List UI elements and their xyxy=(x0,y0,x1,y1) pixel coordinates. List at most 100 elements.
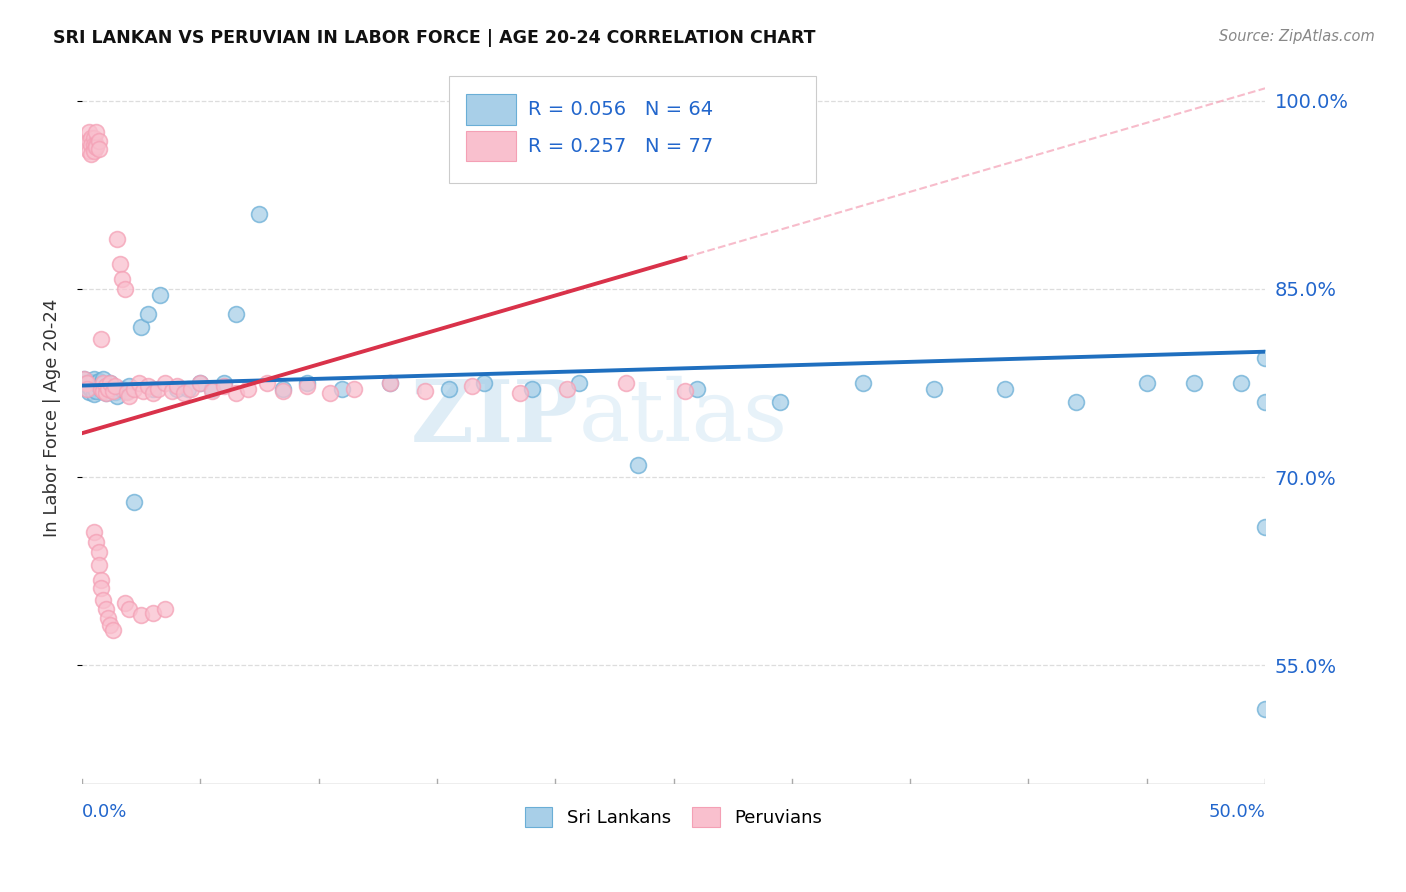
Point xyxy=(118,378,141,392)
Point xyxy=(90,382,112,396)
Point xyxy=(114,596,136,610)
Point xyxy=(118,602,141,616)
Text: ZIP: ZIP xyxy=(411,376,579,459)
Point xyxy=(94,378,117,392)
Point xyxy=(91,384,114,398)
Point xyxy=(122,495,145,509)
Point xyxy=(173,386,195,401)
Point xyxy=(136,307,159,321)
Point xyxy=(673,384,696,398)
Point xyxy=(77,144,100,158)
Point xyxy=(83,137,105,152)
Point xyxy=(343,382,366,396)
Point xyxy=(91,372,114,386)
Point xyxy=(104,378,127,392)
Point xyxy=(111,382,134,396)
Point xyxy=(769,395,792,409)
Point xyxy=(104,384,127,399)
FancyBboxPatch shape xyxy=(467,130,516,161)
Point xyxy=(84,125,107,139)
Point xyxy=(153,602,176,616)
Point xyxy=(472,376,495,390)
Point xyxy=(1064,395,1087,409)
Point xyxy=(555,382,578,396)
Point xyxy=(188,376,211,390)
Point xyxy=(101,623,124,637)
Point xyxy=(627,458,650,472)
Point xyxy=(295,378,318,392)
Point xyxy=(98,376,121,390)
Point xyxy=(994,382,1017,396)
Text: 50.0%: 50.0% xyxy=(1208,803,1265,821)
Point xyxy=(91,376,114,390)
Point xyxy=(201,382,224,396)
Point xyxy=(437,382,460,396)
Point xyxy=(225,386,247,401)
Point xyxy=(118,389,141,403)
Point xyxy=(76,382,98,396)
Point xyxy=(295,376,318,390)
Point xyxy=(94,602,117,616)
Point xyxy=(107,232,129,246)
Point xyxy=(77,384,100,399)
Point xyxy=(177,382,200,396)
Point xyxy=(142,382,165,396)
Point xyxy=(114,282,136,296)
Point xyxy=(94,386,117,401)
Point xyxy=(249,207,271,221)
Text: R = 0.056   N = 64: R = 0.056 N = 64 xyxy=(529,100,713,119)
Point xyxy=(94,386,117,401)
Point xyxy=(76,382,98,396)
Point xyxy=(378,376,401,390)
Point xyxy=(115,384,138,399)
Point xyxy=(413,384,436,398)
Point xyxy=(225,307,247,321)
Point xyxy=(83,372,105,386)
Point xyxy=(319,386,342,401)
Point xyxy=(76,376,98,390)
Point xyxy=(76,376,98,390)
Point xyxy=(212,378,235,392)
Point xyxy=(330,382,353,396)
Point xyxy=(87,374,110,388)
Point xyxy=(80,146,103,161)
Point xyxy=(97,382,120,396)
Point xyxy=(129,608,152,623)
Point xyxy=(84,384,107,398)
Point xyxy=(520,382,543,396)
Point xyxy=(97,610,120,624)
Point xyxy=(73,372,96,386)
Text: R = 0.257   N = 77: R = 0.257 N = 77 xyxy=(529,136,713,155)
Point xyxy=(80,377,103,392)
Point xyxy=(852,376,875,390)
Point xyxy=(87,134,110,148)
Point xyxy=(83,144,105,158)
Point xyxy=(90,332,112,346)
Point xyxy=(115,384,138,398)
Text: 0.0%: 0.0% xyxy=(82,803,128,821)
Point xyxy=(87,378,110,392)
Text: atlas: atlas xyxy=(579,376,787,459)
Point xyxy=(111,272,134,286)
Text: Source: ZipAtlas.com: Source: ZipAtlas.com xyxy=(1219,29,1375,44)
Point xyxy=(686,382,709,396)
Point xyxy=(160,384,183,398)
Point xyxy=(94,378,117,392)
Point xyxy=(1182,376,1205,390)
Point xyxy=(80,137,103,152)
Point xyxy=(1254,351,1277,365)
Point xyxy=(166,382,188,396)
Point xyxy=(378,376,401,390)
Point xyxy=(256,376,278,390)
Point xyxy=(142,606,165,620)
Point xyxy=(98,376,121,390)
Point xyxy=(90,382,112,396)
Point xyxy=(1136,376,1159,390)
Point xyxy=(90,573,112,587)
Point xyxy=(1254,702,1277,716)
Point xyxy=(271,382,294,396)
Point xyxy=(84,376,107,390)
Point xyxy=(153,376,176,390)
Point xyxy=(87,558,110,572)
Point xyxy=(180,382,202,396)
